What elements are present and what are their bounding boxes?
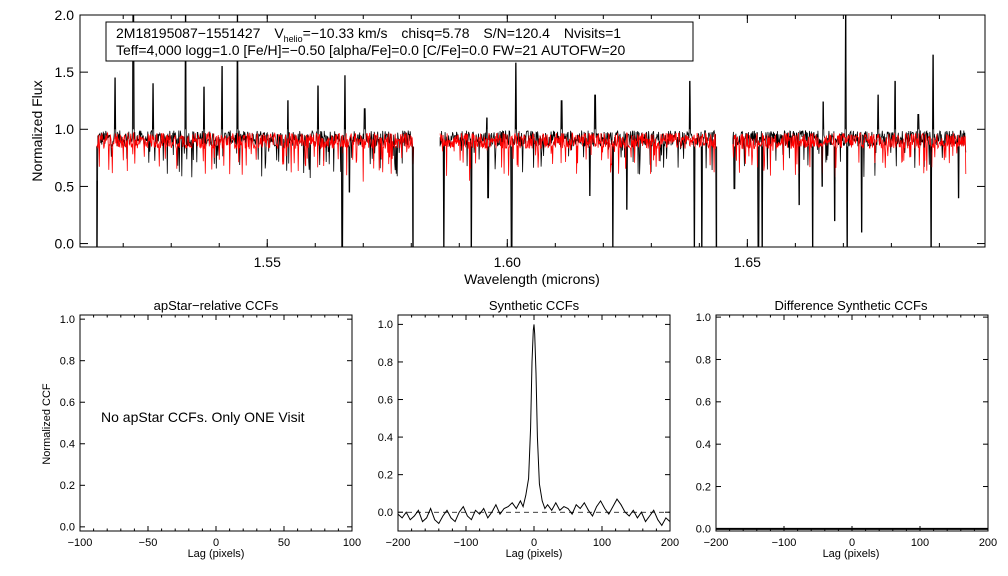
y-tick-label: 0.5 — [55, 178, 75, 194]
synthetic-ccf-xlabel: Lag (pixels) — [506, 548, 563, 560]
y-tick-label: 0.6 — [60, 397, 75, 409]
y-tick-label: 0.0 — [378, 507, 393, 519]
spectrum-ylabel: Normalized Flux — [29, 80, 45, 181]
x-tick-label: 100 — [343, 537, 361, 549]
x-tick-label: 200 — [661, 537, 679, 549]
difference-ccf-panel: Difference Synthetic CCFs −200 −100 0 100 20… — [696, 298, 997, 560]
x-tick-label: 100 — [593, 537, 611, 549]
y-tick-label: 0.4 — [378, 432, 393, 444]
ccf-ylabel: Normalized CCF — [41, 383, 53, 465]
info-v-subscript: helio — [284, 34, 303, 44]
x-tick-label: 1.55 — [254, 254, 281, 270]
y-tick-label: 1.0 — [378, 319, 393, 331]
spectrum-plot-area — [96, 14, 967, 248]
y-tick-label: 0.6 — [696, 397, 711, 409]
y-tick-label: 0.4 — [696, 439, 711, 451]
info-line-1: 2M18195087−1551427 Vhelio=−10.33 km/s ch… — [116, 25, 621, 44]
model-spectrum-line — [96, 131, 415, 182]
x-tick-label: 1.60 — [494, 254, 521, 270]
x-tick-label: −100 — [772, 537, 797, 549]
spectrum-info-box — [105, 21, 694, 62]
y-tick-label: 0.4 — [60, 439, 75, 451]
spectrum-panel: 1.55 1.60 1.65 0.0 0.5 1.0 1.5 2.0 2M18195087−1… — [29, 7, 986, 287]
y-tick-label: 1.0 — [696, 312, 711, 324]
info-line-2: Teff=4,000 logg=1.0 [Fe/H]=−0.50 [alpha/… — [116, 42, 625, 58]
info-sn: S/N=120.4 — [483, 25, 550, 41]
x-tick-label: −100 — [68, 537, 93, 549]
synthetic-ccf-line — [397, 324, 671, 527]
observed-spectrum-line — [96, 14, 414, 248]
x-tick-label: 0 — [849, 537, 855, 549]
observed-spectrum-line — [732, 14, 967, 248]
x-tick-label: 0 — [213, 537, 219, 549]
y-tick-label: 0.8 — [696, 354, 711, 366]
y-tick-label: 2.0 — [55, 7, 75, 23]
x-tick-label: 50 — [278, 537, 290, 549]
y-tick-label: 0.0 — [696, 524, 711, 536]
spectrum-axes-frame — [79, 14, 986, 248]
x-tick-label: −200 — [704, 537, 729, 549]
apstar-ccf-panel: apStar−relative CCFs −100 −50 0 50 100 0.0 0.2… — [41, 298, 361, 560]
x-tick-label: 1.65 — [734, 254, 761, 270]
x-tick-label: 200 — [979, 537, 997, 549]
apstar-ccf-xlabel: Lag (pixels) — [188, 548, 245, 560]
info-v-value: =−10.33 km/s — [303, 25, 388, 41]
y-tick-label: 0.6 — [378, 394, 393, 406]
info-nvisits: Nvisits=1 — [564, 25, 621, 41]
difference-ccf-ticks: −200 −100 0 100 200 0.0 0.2 0.4 0.6 0.8 1.0 — [696, 312, 997, 549]
apstar-ccf-message: No apStar CCFs. Only ONE Visit — [101, 409, 305, 425]
info-chisq: chisq=5.78 — [401, 25, 469, 41]
y-tick-label: 0.2 — [60, 480, 75, 492]
info-star-id: 2M18195087−1551427 — [116, 25, 261, 41]
y-tick-label: 0.8 — [378, 357, 393, 369]
x-tick-label: 100 — [911, 537, 929, 549]
y-tick-label: 0.2 — [378, 470, 393, 482]
y-tick-label: 1.0 — [55, 121, 75, 137]
spectrum-ticks: 1.55 1.60 1.65 0.0 0.5 1.0 1.5 2.0 — [55, 7, 985, 270]
x-tick-label: −200 — [386, 537, 411, 549]
x-tick-label: −100 — [454, 537, 479, 549]
synthetic-ccf-plot-area — [397, 324, 671, 527]
x-tick-label: −50 — [139, 537, 158, 549]
difference-ccf-xlabel: Lag (pixels) — [823, 548, 880, 560]
info-v-label: V — [274, 25, 284, 41]
synthetic-ccf-title: Synthetic CCFs — [489, 298, 580, 313]
y-tick-label: 0.0 — [60, 522, 75, 534]
y-tick-label: 0.2 — [696, 481, 711, 493]
spectrum-xlabel: Wavelength (microns) — [464, 271, 600, 287]
y-tick-label: 0.0 — [55, 235, 75, 251]
synthetic-ccf-panel: Synthetic CCFs −200 −100 0 100 200 0.0 0.2 0.4 0… — [378, 298, 679, 560]
apstar-ccf-ticks: −100 −50 0 50 100 0.0 0.2 0.4 0.6 0.8 1.0 — [60, 314, 361, 549]
y-tick-label: 0.8 — [60, 356, 75, 368]
model-spectrum-line — [439, 131, 717, 181]
y-tick-label: 1.0 — [60, 314, 75, 326]
apstar-ccf-title: apStar−relative CCFs — [154, 298, 279, 313]
synthetic-ccf-ticks: −200 −100 0 100 200 0.0 0.2 0.4 0.6 0.8 1.0 — [378, 315, 679, 549]
difference-ccf-title: Difference Synthetic CCFs — [775, 298, 928, 313]
x-tick-label: 0 — [531, 537, 537, 549]
model-spectrum-line — [732, 132, 967, 178]
y-tick-label: 1.5 — [55, 64, 75, 80]
